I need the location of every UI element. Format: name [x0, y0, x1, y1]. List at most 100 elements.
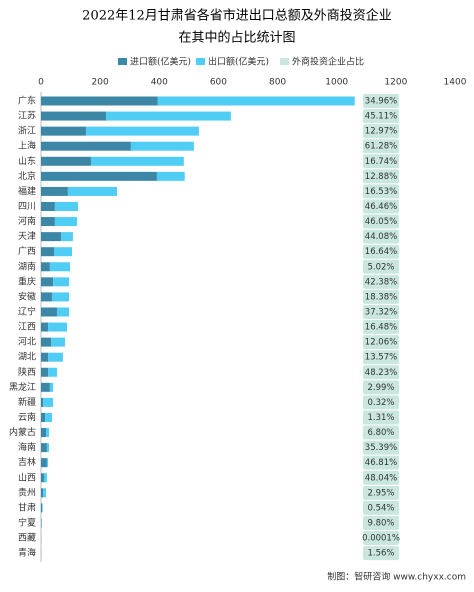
y-tick-label: 陕西 [18, 366, 36, 378]
bar [53, 277, 69, 286]
bar [41, 292, 52, 301]
bar [54, 247, 72, 256]
x-tick-label: 1400 [444, 78, 467, 88]
bar [41, 262, 50, 271]
share-label: 34.96% [365, 97, 397, 107]
bar [41, 127, 86, 136]
y-tick-label: 广西 [18, 245, 36, 257]
bar [43, 398, 53, 407]
bar [47, 458, 48, 467]
x-tick-label: 0 [38, 78, 44, 88]
legend-swatch [196, 58, 205, 65]
bar [91, 157, 184, 166]
y-tick-label: 内蒙古 [9, 426, 36, 438]
x-tick-label: 600 [210, 78, 227, 88]
y-tick-label: 湖北 [18, 352, 36, 363]
bar [55, 202, 78, 211]
share-label: 16.74% [365, 157, 397, 167]
bar [41, 428, 46, 437]
y-tick-label: 山西 [18, 472, 36, 483]
bar [41, 187, 68, 196]
y-tick-label: 云南 [18, 411, 36, 423]
bar [41, 413, 45, 422]
bar [48, 368, 57, 377]
bar [51, 338, 65, 347]
y-tick-label: 宁夏 [18, 516, 36, 528]
chart-title: 2022年12月甘肃省各省市进出口总额及外商投资企业 [82, 8, 392, 24]
share-label: 0.32% [367, 398, 394, 408]
y-tick-label: 北京 [18, 170, 36, 182]
bar [41, 97, 158, 106]
y-tick-label: 江苏 [18, 110, 36, 122]
share-label: 12.06% [365, 338, 397, 348]
share-label: 61.28% [365, 142, 397, 152]
share-label: 12.88% [365, 172, 397, 182]
share-label: 16.53% [365, 187, 397, 197]
bar [42, 503, 43, 512]
share-label: 46.46% [365, 202, 397, 212]
source: 制图：智研咨询 www.chyxx.com [327, 571, 466, 583]
share-label: 12.97% [365, 127, 397, 137]
legend-label: 进口额(亿美元) [130, 56, 191, 68]
y-tick-label: 湖南 [18, 260, 36, 272]
bar [61, 232, 73, 241]
y-tick-label: 重庆 [18, 275, 36, 287]
share-label: 2.95% [367, 488, 394, 498]
y-tick-label: 广东 [18, 95, 36, 107]
x-tick-label: 800 [269, 78, 286, 88]
y-tick-label: 黑龙江 [9, 381, 36, 393]
bar [46, 428, 49, 437]
bar [52, 292, 69, 301]
y-tick-label: 山东 [18, 155, 36, 167]
bar [41, 323, 48, 332]
bar [41, 488, 43, 497]
bar [41, 157, 91, 166]
chart-title: 在其中的占比统计图 [178, 30, 295, 46]
bar [44, 473, 47, 482]
share-label: 16.48% [365, 323, 397, 333]
x-tick-label: 200 [92, 78, 109, 88]
share-label: 6.80% [367, 428, 394, 438]
bar [41, 247, 54, 256]
y-tick-label: 天津 [18, 231, 36, 242]
legend-label: 出口额(亿美元) [208, 56, 269, 68]
share-label: 46.05% [365, 217, 397, 227]
bar [57, 307, 69, 316]
bar [41, 338, 51, 347]
share-label: 37.32% [365, 307, 397, 317]
bar [86, 127, 199, 136]
bar [41, 217, 55, 226]
bar [50, 383, 53, 392]
bar [48, 323, 67, 332]
share-label: 44.08% [365, 232, 397, 242]
share-label: 18.38% [365, 292, 397, 302]
legend-swatch [280, 58, 289, 65]
legend-label: 外商投资企业占比 [292, 56, 364, 68]
bar [41, 458, 47, 467]
y-tick-label: 四川 [18, 202, 36, 212]
share-label: 46.81% [365, 458, 397, 468]
share-label: 13.57% [365, 353, 397, 363]
bar [41, 473, 44, 482]
bar [131, 142, 194, 151]
y-tick-label: 吉林 [18, 456, 36, 468]
y-tick-label: 贵州 [18, 486, 36, 498]
share-label: 42.38% [365, 277, 397, 287]
bar [41, 398, 43, 407]
legend-swatch [118, 58, 127, 65]
bar [47, 443, 49, 452]
y-tick-label: 浙江 [18, 125, 36, 137]
share-label: 45.11% [365, 112, 397, 122]
share-label: 5.02% [367, 262, 394, 272]
y-tick-label: 辽宁 [18, 305, 36, 317]
bar [157, 172, 185, 181]
y-tick-label: 河北 [18, 336, 36, 348]
x-tick-label: 400 [151, 78, 168, 88]
share-label: 35.39% [365, 443, 397, 453]
bar [158, 97, 355, 106]
y-tick-label: 甘肃 [18, 501, 36, 513]
bar [41, 503, 42, 512]
bar [43, 488, 46, 497]
y-tick-label: 青海 [18, 547, 36, 559]
